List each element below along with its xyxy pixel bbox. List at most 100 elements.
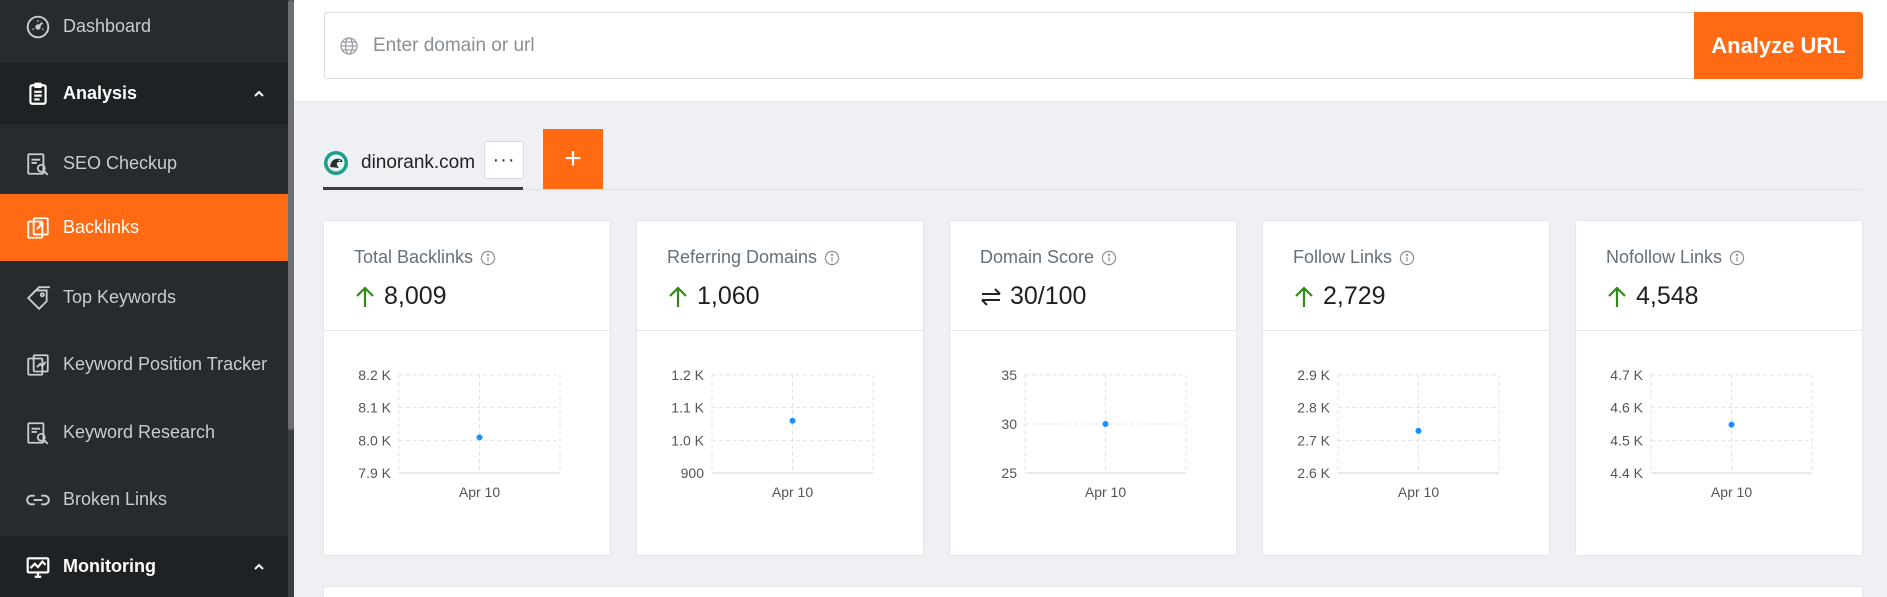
keyword-research-icon [24, 419, 52, 447]
y-tick-label: 900 [681, 465, 705, 481]
clipboard-icon [24, 80, 52, 108]
card-title: Referring Domains [667, 247, 818, 267]
x-tick-label: Apr 10 [459, 484, 500, 500]
dashboard-gauge-icon [24, 13, 52, 41]
y-tick-label: 30 [1001, 416, 1017, 432]
sidebar-item-keyword-research[interactable]: Keyword Research [0, 405, 288, 460]
x-tick-label: Apr 10 [1085, 484, 1126, 500]
card-value: 1,060 [697, 282, 760, 310]
card-title: Nofollow Links [1606, 247, 1723, 267]
sidebar-item-backlinks[interactable]: Backlinks [0, 194, 288, 261]
card-value: 2,729 [1323, 282, 1386, 310]
card-title: Follow Links [1293, 247, 1393, 267]
sidebar-item-dashboard[interactable]: Dashboard [0, 0, 288, 53]
sidebar-group-label: Analysis [63, 83, 138, 103]
x-tick-label: Apr 10 [1398, 484, 1439, 500]
trend-chart: 2.9 K 2.8 K 2.7 K 2.6 K Apr 10 [1297, 367, 1500, 500]
y-tick-label: 1.1 K [671, 400, 704, 416]
chevron-up-icon [254, 90, 264, 97]
sidebar-item-label: Keyword Position Tracker [63, 354, 268, 374]
sidebar-item-label: Keyword Research [63, 422, 216, 442]
data-point [1415, 427, 1422, 434]
data-point [1102, 421, 1109, 427]
y-tick-label: 4.7 K [1610, 367, 1643, 383]
trend-chart: 35 30 25 Apr 10 [1001, 367, 1187, 500]
sidebar-item-label: SEO Checkup [63, 153, 178, 173]
y-tick-label: 2.8 K [1297, 400, 1330, 416]
url-search-box[interactable] [324, 12, 1695, 79]
sidebar-item-label: Top Keywords [63, 287, 177, 307]
sidebar-item-keyword-position-tracker[interactable]: Keyword Position Tracker [0, 337, 288, 392]
project-more-button[interactable]: ··· [484, 141, 524, 179]
y-tick-label: 1.0 K [671, 432, 704, 448]
y-tick-label: 8.0 K [358, 432, 391, 448]
data-point [1728, 421, 1735, 428]
sidebar-scrollbar-thumb[interactable] [288, 0, 294, 430]
metric-card-domain-score: Domain Score 30/100 35 30 25 Apr 10 [949, 220, 1237, 556]
metric-card-nofollow-links: Nofollow Links 4,548 4.7 K 4.6 K 4.5 K 4.4 … [1575, 220, 1863, 556]
data-point [789, 417, 796, 424]
sidebar-group-label: Monitoring [63, 556, 156, 576]
sidebar-scrollbar[interactable] [288, 0, 294, 597]
info-icon[interactable] [1101, 250, 1117, 266]
sidebar-item-broken-links[interactable]: Broken Links [0, 472, 288, 527]
info-icon[interactable] [1399, 250, 1415, 266]
info-icon[interactable] [480, 250, 496, 266]
project-domain: dinorank.com [361, 151, 476, 173]
y-tick-label: 8.2 K [358, 367, 391, 383]
metric-card-follow-links: Follow Links 2,729 2.9 K 2.8 K 2.7 K 2.6 K A… [1262, 220, 1550, 556]
card-title: Domain Score [980, 247, 1095, 267]
sidebar-item-label: Broken Links [63, 489, 168, 509]
url-search-input[interactable] [373, 34, 1573, 57]
position-tracker-icon [24, 351, 52, 379]
arrow-up-icon [1608, 285, 1626, 307]
data-point [476, 434, 483, 441]
card-value: 30/100 [1010, 282, 1087, 310]
arrow-up-icon [669, 285, 687, 307]
sidebar: Dashboard Analysis SEO Checkup Backlinks… [0, 0, 288, 597]
seo-checkup-icon [24, 150, 52, 178]
analyze-url-button[interactable]: Analyze URL [1694, 12, 1863, 79]
y-tick-label: 25 [1001, 465, 1017, 481]
sidebar-item-seo-checkup[interactable]: SEO Checkup [0, 135, 288, 192]
y-tick-label: 8.1 K [358, 400, 391, 416]
y-tick-label: 7.9 K [358, 465, 391, 481]
sidebar-item-label: Dashboard [63, 16, 152, 36]
tag-icon [24, 284, 52, 312]
monitor-icon [24, 553, 52, 581]
x-tick-label: Apr 10 [1711, 484, 1752, 500]
sidebar-item-top-keywords[interactable]: Top Keywords [0, 270, 288, 325]
arrow-up-icon [356, 285, 374, 307]
x-tick-label: Apr 10 [772, 484, 813, 500]
add-project-button[interactable]: + [543, 129, 603, 189]
metric-card-total-backlinks: Total Backlinks 8,009 8.2 K 8.1 K 8.0 K 7.9… [323, 220, 611, 556]
bottom-panel [323, 586, 1863, 597]
info-icon[interactable] [1729, 250, 1745, 266]
arrow-up-icon [1295, 285, 1313, 307]
trend-chart: 1.2 K 1.1 K 1.0 K 900 Apr 10 [671, 367, 874, 500]
project-tab[interactable]: dinorank.com [323, 138, 523, 190]
info-icon[interactable] [824, 250, 840, 266]
y-tick-label: 4.5 K [1610, 432, 1643, 448]
equal-swap-icon [981, 287, 1001, 306]
y-tick-label: 4.6 K [1610, 400, 1643, 416]
y-tick-label: 4.4 K [1610, 465, 1643, 481]
sidebar-item-label: Backlinks [63, 217, 140, 237]
y-tick-label: 1.2 K [671, 367, 704, 383]
dinorank-logo-icon [324, 150, 348, 175]
metric-card-referring-domains: Referring Domains 1,060 1.2 K 1.1 K 1.0 K 9… [636, 220, 924, 556]
sidebar-group-monitoring[interactable]: Monitoring [0, 536, 288, 597]
trend-chart: 4.7 K 4.6 K 4.5 K 4.4 K Apr 10 [1610, 367, 1813, 500]
trend-chart: 8.2 K 8.1 K 8.0 K 7.9 K Apr 10 [358, 367, 561, 500]
chevron-up-icon [254, 563, 264, 570]
sidebar-group-analysis[interactable]: Analysis [0, 63, 288, 124]
y-tick-label: 2.7 K [1297, 432, 1330, 448]
y-tick-label: 2.6 K [1297, 465, 1330, 481]
y-tick-label: 35 [1001, 367, 1017, 383]
tabs-divider [323, 189, 1863, 190]
globe-icon [340, 36, 358, 55]
backlinks-icon [24, 214, 52, 242]
card-title: Total Backlinks [354, 247, 474, 267]
card-value: 8,009 [384, 282, 447, 310]
card-value: 4,548 [1636, 282, 1699, 310]
